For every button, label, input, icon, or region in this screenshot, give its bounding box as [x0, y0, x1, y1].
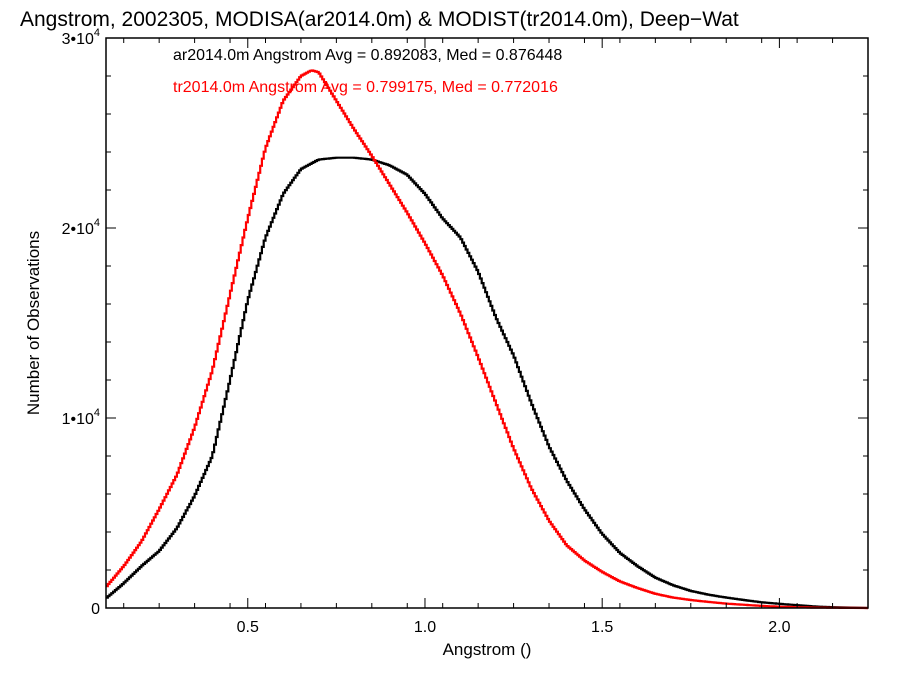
series-line-ar2014: [106, 156, 869, 610]
x-tick-label: 0.5: [237, 619, 259, 636]
x-tick-label: 1.0: [414, 619, 436, 636]
y-tick-exponent: 4: [94, 217, 100, 229]
chart-title: Angstrom, 2002305, MODISA(ar2014.0m) & M…: [20, 8, 739, 31]
x-axis-label: Angstrom (): [443, 640, 532, 659]
legend-entry-ar: ar2014.0m Angstrom Avg = 0.892083, Med =…: [173, 47, 562, 64]
legend-entry-tr: tr2014.0m Angstrom Avg = 0.799175, Med =…: [173, 79, 558, 96]
y-axis-label: Number of Observations: [24, 231, 43, 415]
x-tick-label: 2.0: [768, 619, 790, 636]
series-line-tr2014: [106, 69, 869, 610]
y-tick-mantissa: 3•10: [62, 31, 94, 48]
y-tick-mantissa: 2•10: [62, 221, 94, 238]
y-tick-exponent: 4: [94, 27, 100, 39]
y-tick-exponent: 4: [94, 407, 100, 419]
x-tick-label: 1.5: [591, 619, 613, 636]
y-tick-label: 2•104: [62, 217, 100, 238]
y-tick-label: 0: [91, 601, 100, 618]
y-tick-label: 3•104: [62, 27, 100, 48]
y-tick-label: 1•104: [62, 407, 100, 428]
y-tick-mantissa: 0: [91, 601, 100, 618]
y-tick-mantissa: 1•10: [62, 411, 94, 428]
plot-frame: [105, 37, 869, 609]
